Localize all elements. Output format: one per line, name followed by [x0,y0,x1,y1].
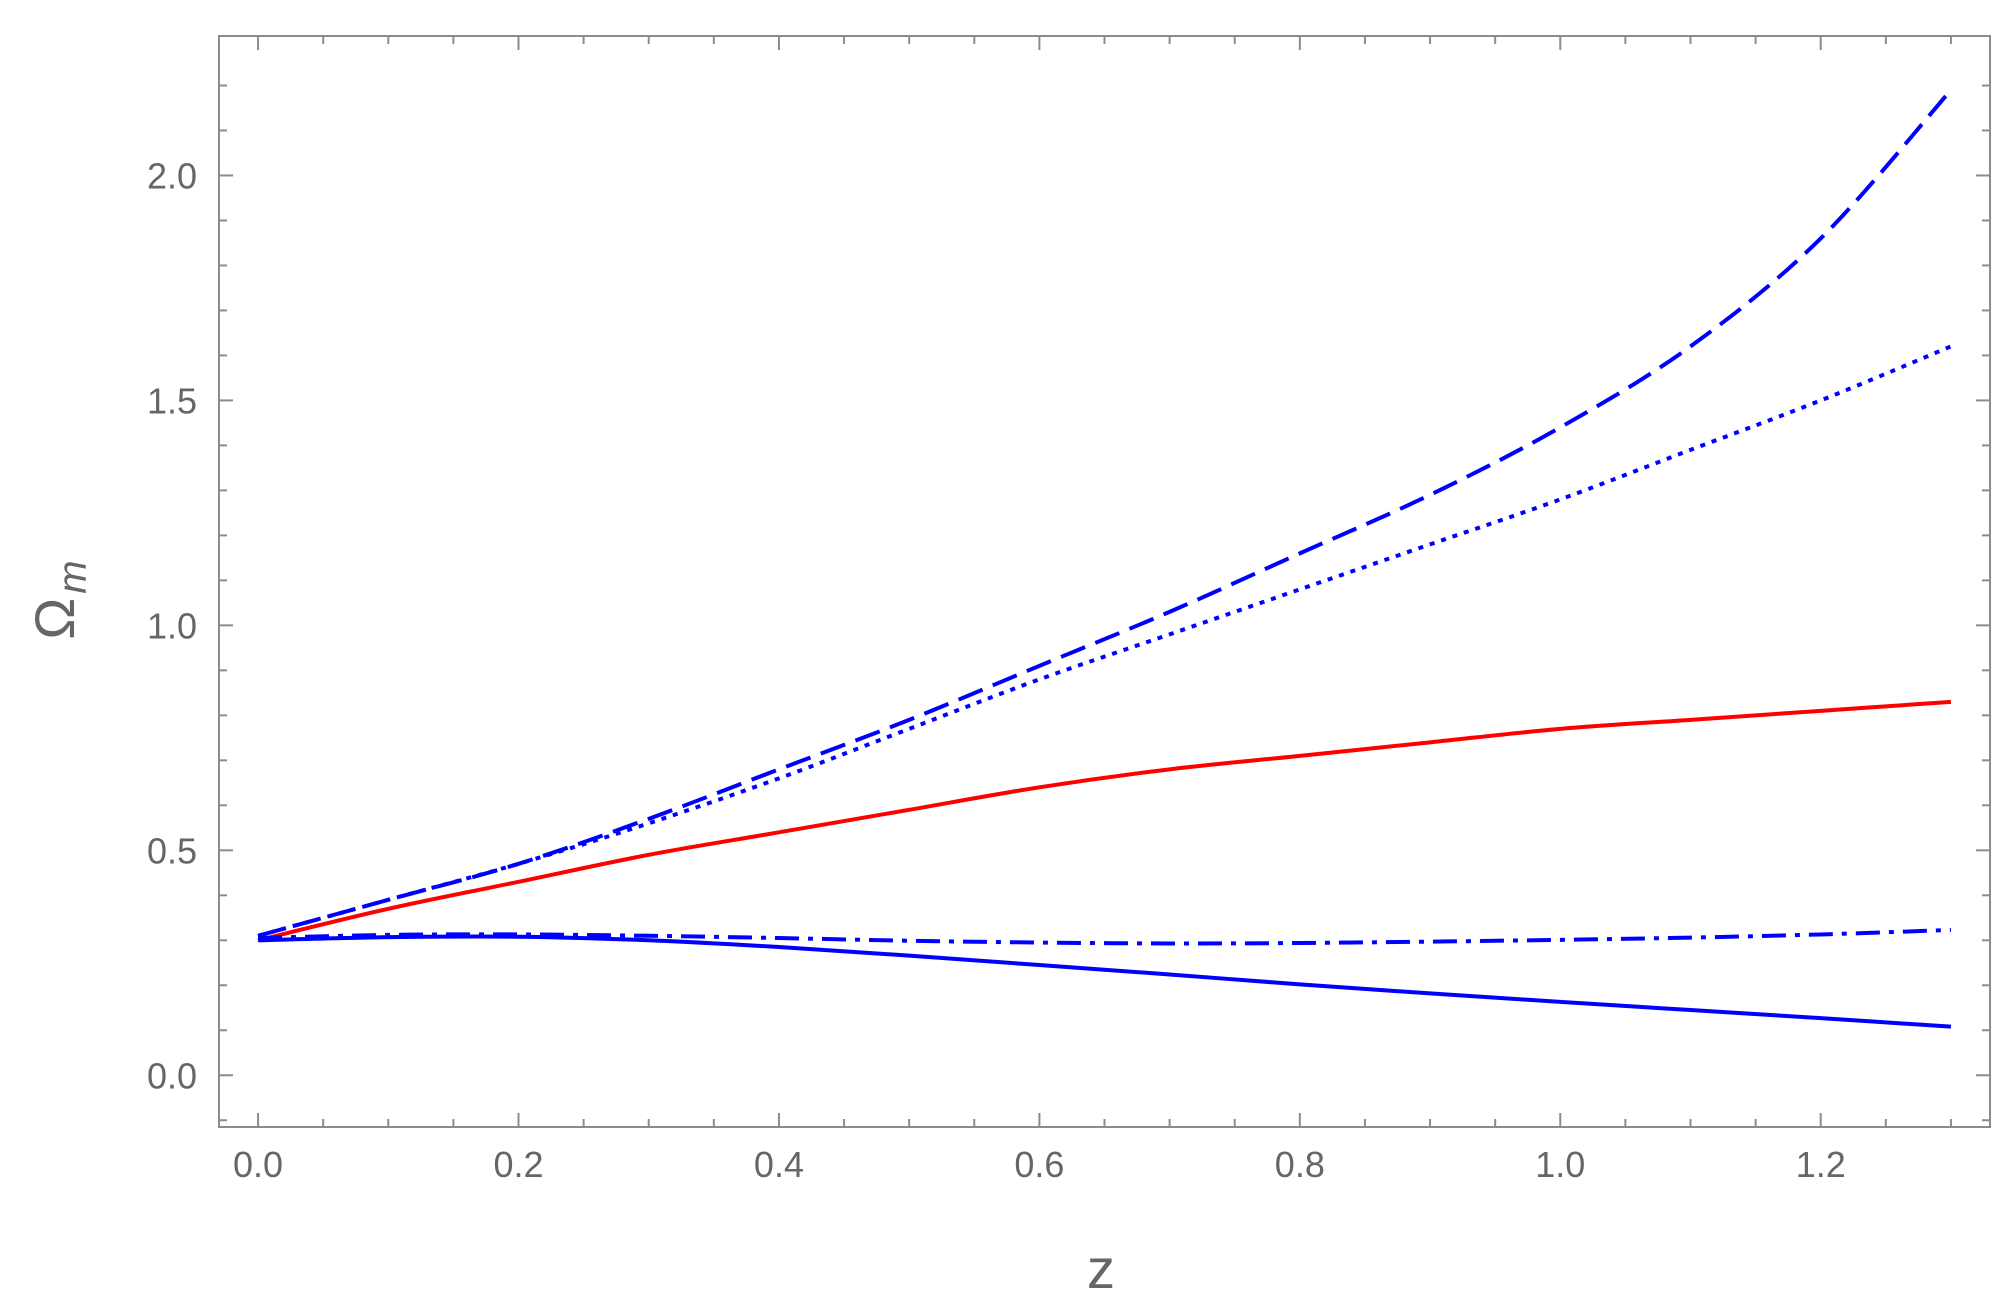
x-tick-label: 1.2 [1796,1144,1846,1185]
x-tick-label: 0.8 [1275,1144,1325,1185]
y-tick-label: 1.5 [147,380,197,421]
x-axis-title: z [1087,1237,1115,1300]
axis-ticks [219,36,1990,1127]
x-tick-label: 1.0 [1535,1144,1585,1185]
y-axis-title-group: Ωm [23,560,95,639]
x-tick-label: 0.0 [233,1144,283,1185]
y-axis-title-symbol: Ω [23,598,86,640]
series-line-4-dashdot [258,927,1951,946]
plot-frame [218,35,1991,1128]
x-tick-label: 0.2 [493,1144,543,1185]
y-tick-label: 1.0 [147,605,197,646]
x-tick-labels: 0.0 0.2 0.4 0.6 0.8 1.0 1.2 [233,1144,1846,1185]
series-line-1-dashed [257,88,1953,938]
y-axis-title-subscript: m [51,560,95,593]
y-tick-label: 0.5 [147,830,197,871]
y-tick-labels: 0.0 0.5 1.0 1.5 2.0 [147,155,197,1096]
x-tick-label: 0.6 [1014,1144,1064,1185]
series-line-3-solid [257,699,1952,943]
y-axis-title: Ωm [23,560,95,639]
y-tick-label: 0.0 [147,1055,197,1096]
y-tick-label: 2.0 [147,155,197,196]
x-tick-label: 0.4 [754,1144,804,1185]
series-line-5-solid [258,934,1952,1029]
series-group [257,88,1953,1029]
series-line-2-dotted [257,344,1952,938]
